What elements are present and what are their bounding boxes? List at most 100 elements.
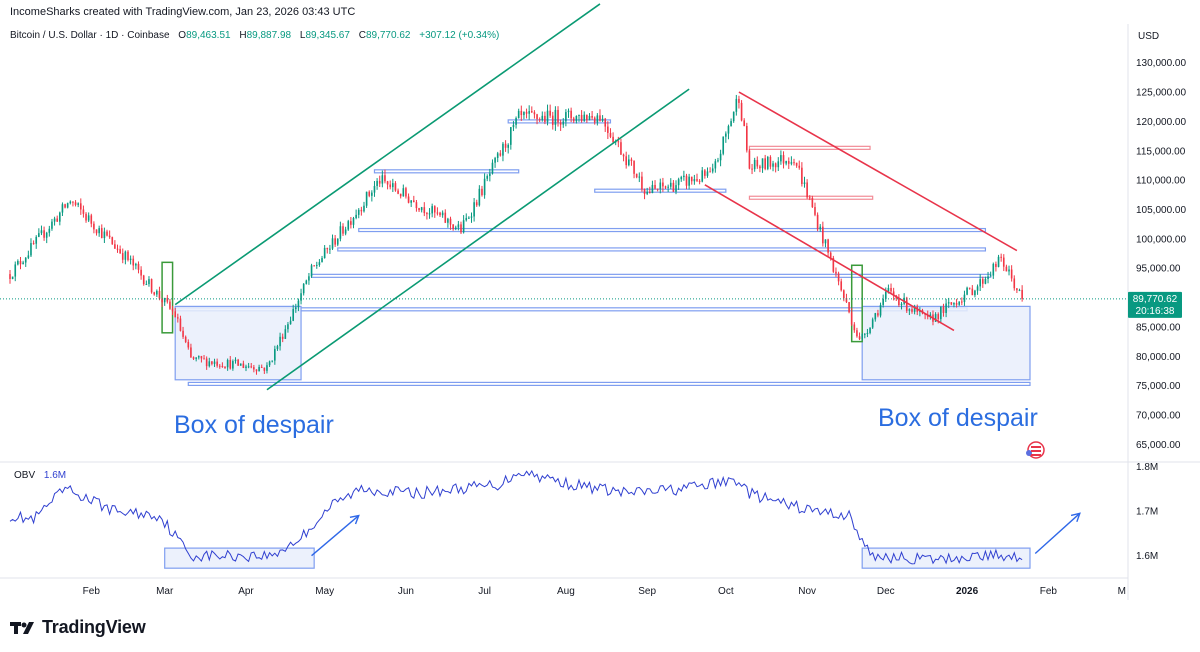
candle-body[interactable] (848, 302, 850, 313)
candle-body[interactable] (470, 216, 473, 218)
candle-body[interactable] (801, 167, 803, 184)
flag-badge-icon[interactable] (1026, 441, 1045, 459)
candle-body[interactable] (43, 230, 45, 238)
candle-body[interactable] (344, 229, 347, 234)
candle-body[interactable] (745, 125, 748, 151)
candle-body[interactable] (59, 212, 61, 222)
candle-body[interactable] (843, 290, 845, 299)
candle-body[interactable] (950, 302, 953, 305)
candle-body[interactable] (816, 214, 819, 230)
candle-body[interactable] (963, 294, 966, 302)
candle-body[interactable] (433, 206, 436, 213)
candle-body[interactable] (32, 243, 35, 245)
candle-body[interactable] (698, 180, 701, 182)
candle-body[interactable] (255, 369, 258, 372)
candle-body[interactable] (512, 124, 515, 128)
candle-body[interactable] (242, 363, 245, 368)
candle-body[interactable] (1008, 269, 1010, 272)
candle-body[interactable] (877, 313, 879, 316)
candle-body[interactable] (570, 110, 572, 119)
candle-body[interactable] (942, 306, 945, 313)
candle-body[interactable] (617, 141, 620, 143)
candle-body[interactable] (274, 348, 276, 361)
candle-body[interactable] (551, 115, 554, 125)
candle-body[interactable] (224, 367, 226, 369)
candle-body[interactable] (575, 116, 578, 122)
candle-body[interactable] (61, 204, 64, 213)
candle-body[interactable] (591, 116, 593, 118)
candle-body[interactable] (814, 207, 816, 215)
candle-body[interactable] (858, 336, 861, 340)
candle-body[interactable] (334, 238, 336, 245)
candle-body[interactable] (216, 361, 218, 366)
candle-body[interactable] (748, 150, 751, 169)
candle-body[interactable] (232, 361, 234, 369)
candle-body[interactable] (683, 175, 685, 178)
candle-body[interactable] (1000, 256, 1002, 258)
candle-body[interactable] (53, 218, 56, 222)
candle-body[interactable] (171, 308, 174, 312)
candle-body[interactable] (352, 217, 355, 225)
candle-body[interactable] (494, 157, 496, 163)
candle-body[interactable] (302, 283, 305, 294)
candle-body[interactable] (845, 298, 848, 303)
brand-name[interactable]: TradingView (42, 617, 146, 637)
candle-body[interactable] (515, 117, 517, 125)
candle-body[interactable] (394, 183, 397, 191)
candle-body[interactable] (822, 226, 824, 244)
candle-body[interactable] (751, 168, 753, 170)
candle-body[interactable] (604, 118, 607, 127)
candle-body[interactable] (376, 180, 378, 186)
candle-body[interactable] (19, 261, 22, 265)
trend-arrow[interactable] (1034, 512, 1081, 554)
price-level-line[interactable] (748, 195, 874, 200)
candle-body[interactable] (819, 226, 822, 230)
candle-body[interactable] (308, 276, 310, 281)
despair-box[interactable] (861, 305, 1031, 381)
candle-body[interactable] (276, 346, 279, 349)
candle-body[interactable] (811, 197, 814, 208)
candle-body[interactable] (468, 217, 470, 219)
candle-body[interactable] (530, 111, 533, 113)
candle-body[interactable] (554, 109, 557, 125)
candle-body[interactable] (56, 218, 59, 222)
candle-body[interactable] (197, 356, 200, 358)
trend-line[interactable] (738, 91, 1018, 252)
candle-body[interactable] (237, 359, 239, 366)
candle-body[interactable] (798, 165, 801, 168)
candle-body[interactable] (205, 358, 208, 367)
candle-body[interactable] (583, 114, 586, 122)
candle-body[interactable] (355, 214, 357, 218)
candle-body[interactable] (641, 176, 643, 190)
candle-body[interactable] (835, 271, 837, 274)
candle-body[interactable] (565, 112, 567, 122)
candle-body[interactable] (292, 309, 295, 321)
candle-body[interactable] (997, 256, 1000, 267)
candle-body[interactable] (612, 136, 614, 143)
price-level-line[interactable] (310, 273, 992, 278)
candle-body[interactable] (106, 231, 108, 236)
candle-body[interactable] (738, 98, 740, 103)
candle-body[interactable] (525, 111, 528, 114)
candle-body[interactable] (329, 248, 331, 250)
candle-body[interactable] (955, 302, 958, 305)
candle-body[interactable] (586, 114, 588, 121)
candle-body[interactable] (856, 330, 858, 337)
candle-body[interactable] (1005, 266, 1008, 272)
candle-body[interactable] (156, 290, 158, 295)
candle-body[interactable] (407, 196, 410, 203)
candle-body[interactable] (132, 258, 135, 266)
candle-body[interactable] (633, 161, 635, 174)
candle-body[interactable] (478, 188, 481, 206)
candle-body[interactable] (824, 239, 827, 244)
candle-body[interactable] (399, 193, 402, 197)
candle-body[interactable] (625, 156, 628, 166)
candle-body[interactable] (635, 173, 638, 178)
candle-body[interactable] (764, 158, 766, 169)
candle-body[interactable] (310, 265, 313, 277)
candle-body[interactable] (735, 98, 738, 112)
obv-legend-name[interactable]: OBV (14, 470, 35, 481)
candle-body[interactable] (491, 162, 494, 174)
price-level-line[interactable] (748, 145, 871, 150)
candle-body[interactable] (169, 301, 171, 309)
